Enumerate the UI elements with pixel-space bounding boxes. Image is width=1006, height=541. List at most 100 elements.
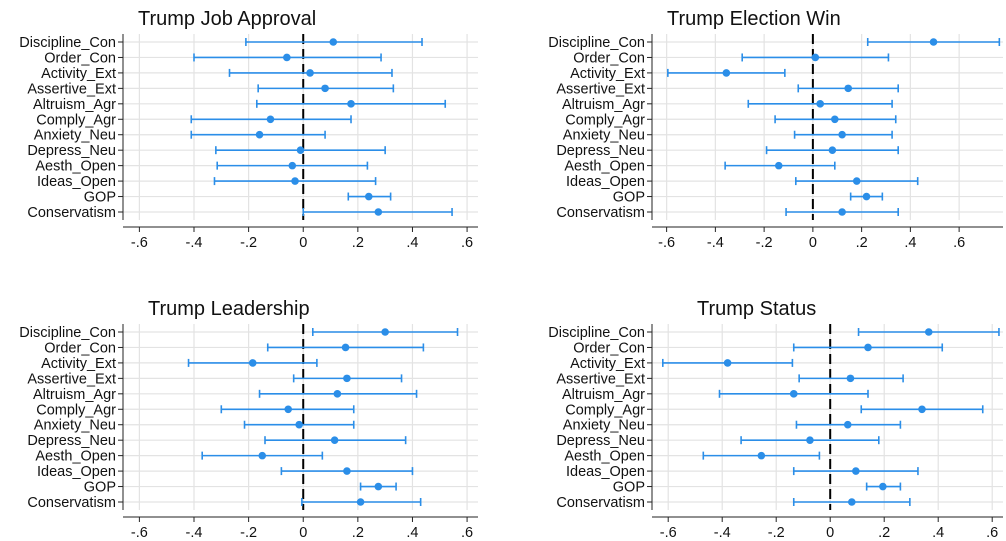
panel-title: Trump Job Approval	[138, 8, 316, 30]
y-tick-label: Assertive_Ext	[556, 371, 645, 387]
y-tick-label: GOP	[84, 190, 116, 206]
point-estimate	[838, 130, 846, 139]
point-estimate	[356, 498, 365, 506]
x-tick-label: -.2	[240, 235, 257, 251]
point-estimate	[291, 177, 299, 185]
point-estimate	[343, 467, 351, 475]
x-tick-label: .2	[352, 235, 364, 251]
point-estimate	[838, 208, 846, 216]
point-estimate	[330, 436, 339, 444]
point-estimate	[862, 192, 871, 201]
point-estimate	[295, 420, 303, 429]
point-estimate	[844, 84, 853, 93]
y-tick-label: Comply_Agr	[36, 402, 116, 418]
y-tick-label: Depress_Neu	[556, 433, 645, 449]
point-estimate	[924, 328, 933, 336]
x-tick-label: -.6	[131, 235, 148, 251]
panel-trump-election-win: Trump Election Win Discipline_ConOrder_C…	[548, 8, 1003, 251]
y-tick-label: Order_Con	[44, 340, 116, 356]
point-estimate	[843, 420, 852, 429]
point-estimate	[248, 359, 257, 367]
point-estimate	[283, 53, 291, 62]
point-estimate	[343, 374, 351, 383]
y-tick-label: Aesth_Open	[35, 449, 116, 465]
panel-trump-status: Trump Status Discipline_ConOrder_ConActi…	[548, 298, 1003, 541]
x-tick-label: .4	[406, 525, 418, 541]
y-tick-label: Assertive_Ext	[27, 81, 116, 97]
y-tick-label: Altruism_Agr	[562, 97, 645, 113]
y-tick-label: Anxiety_Neu	[34, 128, 116, 144]
y-tick-label: Conservatism	[556, 495, 645, 511]
y-tick-label: Comply_Agr	[565, 402, 645, 418]
point-estimate	[831, 115, 839, 124]
y-tick-label: Ideas_Open	[37, 174, 116, 190]
x-tick-label: .4	[932, 525, 944, 541]
y-tick-label: Comply_Agr	[565, 112, 645, 128]
x-tick-label: 0	[826, 525, 834, 541]
y-tick-label: Anxiety_Neu	[563, 418, 645, 434]
point-estimate	[364, 192, 373, 201]
y-tick-label: Altruism_Agr	[562, 387, 645, 403]
panel-title: Trump Leadership	[148, 298, 310, 320]
point-estimate	[774, 161, 783, 170]
point-estimate	[811, 53, 820, 62]
y-tick-label: Activity_Ext	[41, 66, 116, 82]
point-estimate	[864, 343, 872, 352]
point-estimate	[255, 130, 264, 139]
point-estimate	[806, 436, 814, 444]
point-estimate	[321, 84, 329, 93]
point-estimate	[918, 405, 926, 414]
panel-title: Trump Status	[697, 298, 816, 320]
x-tick-label: .6	[461, 235, 473, 251]
y-tick-label: Assertive_Ext	[27, 371, 116, 387]
x-tick-label: 0	[299, 525, 307, 541]
point-estimate	[296, 146, 305, 154]
x-tick-label: -.4	[186, 235, 203, 251]
x-tick-label: 0	[299, 235, 307, 251]
x-tick-label: .6	[953, 235, 965, 251]
x-tick-label: -.4	[186, 525, 203, 541]
x-tick-label: -.6	[658, 235, 675, 251]
y-tick-label: Anxiety_Neu	[34, 418, 116, 434]
x-tick-label: 0	[809, 235, 817, 251]
y-tick-label: Depress_Neu	[27, 433, 116, 449]
point-estimate	[374, 208, 383, 216]
y-tick-label: Conservatism	[27, 495, 116, 511]
x-tick-label: -.2	[768, 525, 785, 541]
point-estimate	[722, 69, 731, 77]
x-tick-label: .4	[406, 235, 418, 251]
y-tick-label: Aesth_Open	[564, 159, 645, 175]
point-estimate	[929, 38, 938, 46]
point-estimate	[266, 115, 275, 124]
y-tick-label: Discipline_Con	[548, 325, 645, 341]
x-tick-label: .6	[461, 525, 473, 541]
y-tick-label: Activity_Ext	[41, 356, 116, 372]
y-tick-label: Discipline_Con	[548, 35, 645, 51]
point-estimate	[852, 177, 861, 185]
y-tick-label: Comply_Agr	[36, 112, 116, 128]
x-tick-label: .6	[986, 525, 998, 541]
x-tick-label: .2	[878, 525, 890, 541]
y-tick-label: Conservatism	[556, 205, 645, 221]
point-estimate	[306, 69, 314, 77]
y-tick-label: Anxiety_Neu	[563, 128, 645, 144]
y-tick-label: Ideas_Open	[566, 174, 645, 190]
y-tick-label: Discipline_Con	[19, 325, 116, 341]
point-estimate	[381, 328, 389, 336]
y-tick-label: GOP	[613, 190, 645, 206]
y-tick-label: Order_Con	[44, 50, 116, 66]
y-tick-label: Altruism_Agr	[33, 97, 116, 113]
point-estimate	[288, 161, 297, 170]
panel-trump-job-approval: Trump Job Approval Discipline_ConOrder_C…	[19, 8, 478, 251]
y-tick-label: Aesth_Open	[564, 449, 645, 465]
y-tick-label: Order_Con	[573, 50, 645, 66]
x-tick-label: .2	[856, 235, 868, 251]
x-tick-label: -.6	[660, 525, 677, 541]
y-tick-label: Discipline_Con	[19, 35, 116, 51]
x-tick-label: -.6	[131, 525, 148, 541]
point-estimate	[879, 482, 887, 491]
point-estimate	[258, 451, 267, 460]
x-tick-label: -.2	[240, 525, 257, 541]
y-tick-label: Ideas_Open	[37, 464, 116, 480]
x-tick-label: -.4	[707, 235, 724, 251]
